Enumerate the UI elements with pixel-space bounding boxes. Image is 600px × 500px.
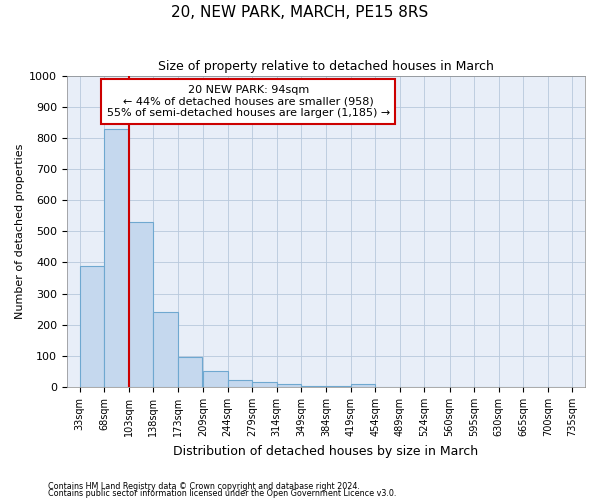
Text: Contains public sector information licensed under the Open Government Licence v3: Contains public sector information licen… — [48, 489, 397, 498]
Bar — [203, 370, 227, 387]
Text: Contains HM Land Registry data © Crown copyright and database right 2024.: Contains HM Land Registry data © Crown c… — [48, 482, 360, 491]
Bar — [277, 384, 301, 387]
Bar — [128, 222, 153, 387]
Bar — [104, 128, 128, 387]
Bar — [153, 312, 178, 387]
Text: 20, NEW PARK, MARCH, PE15 8RS: 20, NEW PARK, MARCH, PE15 8RS — [172, 5, 428, 20]
Bar — [178, 358, 202, 387]
Text: 20 NEW PARK: 94sqm
← 44% of detached houses are smaller (958)
55% of semi-detach: 20 NEW PARK: 94sqm ← 44% of detached hou… — [107, 85, 390, 118]
Bar — [301, 386, 326, 387]
Bar — [350, 384, 375, 387]
Bar — [80, 266, 104, 387]
Bar — [227, 380, 252, 387]
X-axis label: Distribution of detached houses by size in March: Distribution of detached houses by size … — [173, 444, 479, 458]
Y-axis label: Number of detached properties: Number of detached properties — [15, 144, 25, 319]
Title: Size of property relative to detached houses in March: Size of property relative to detached ho… — [158, 60, 494, 73]
Bar — [326, 386, 350, 387]
Bar — [252, 382, 277, 387]
